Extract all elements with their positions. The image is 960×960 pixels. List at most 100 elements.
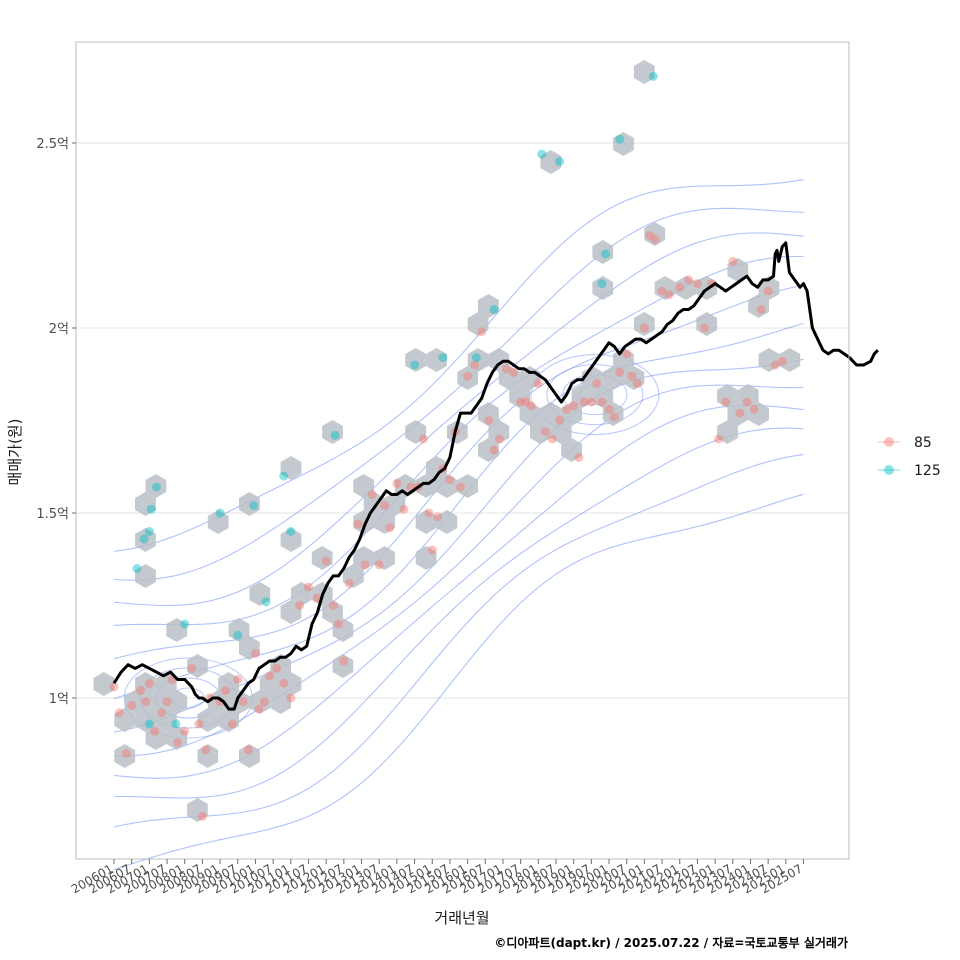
point-85 (742, 397, 752, 407)
hexbin-cell (145, 474, 167, 498)
point-85 (721, 397, 731, 407)
point-125 (215, 508, 225, 518)
point-85 (494, 434, 504, 444)
point-85 (684, 275, 694, 285)
point-85 (173, 737, 183, 747)
hexbin-cell (187, 654, 208, 678)
point-85 (489, 445, 499, 455)
point-85 (392, 478, 402, 488)
hexbin-cell (322, 420, 343, 444)
hexbin-cell (488, 348, 510, 372)
hexbin-cell (239, 492, 260, 516)
hexbin-cell (717, 384, 738, 408)
hexbin-cell (592, 384, 614, 408)
hexbin-cell (353, 546, 375, 570)
point-85 (735, 408, 745, 418)
hexbin-cell (498, 366, 520, 390)
hexbin-cell (540, 402, 562, 426)
point-85 (353, 519, 363, 529)
point-125 (537, 149, 547, 159)
point-125 (555, 157, 565, 166)
point-85 (445, 475, 455, 485)
hexbin-cell (727, 402, 749, 426)
point-85 (201, 745, 211, 755)
hexbin-cell (467, 348, 489, 372)
density-contour (113, 427, 804, 799)
hexbin-cell (727, 258, 749, 282)
hexbin-cell (155, 672, 177, 696)
legend-key-85 (884, 437, 894, 447)
point-85 (615, 367, 625, 377)
point-85 (484, 416, 494, 425)
point-85 (477, 327, 487, 337)
hexbin-cell (509, 384, 530, 408)
hexbin-cell (415, 546, 437, 570)
hexbin-cell (561, 402, 582, 426)
hexbin-cell (457, 474, 478, 498)
density-contour (113, 284, 804, 660)
hexbin-cell (779, 348, 801, 372)
point-85 (374, 560, 384, 570)
hexbin-cell (436, 474, 458, 498)
point-85 (279, 678, 289, 688)
point-125 (615, 134, 625, 144)
hexbin-cell (405, 420, 427, 444)
hexbin-cell (654, 276, 676, 300)
point-85 (456, 482, 466, 492)
density-contour (113, 207, 804, 581)
hexbin-cell (623, 366, 645, 390)
point-85 (463, 371, 473, 381)
hexbin-cell (249, 582, 271, 606)
point-85 (470, 360, 480, 370)
hexbin-cell (457, 366, 478, 390)
hexbin-cell (675, 276, 697, 300)
point-85 (770, 360, 780, 370)
hexbin-cell (166, 618, 188, 642)
point-125 (330, 430, 340, 440)
hexbin-cell (415, 510, 437, 534)
hexbin-cell (280, 600, 302, 624)
y-tick-label: 2.5억 (36, 137, 69, 152)
density-contour (113, 322, 804, 700)
point-85 (194, 719, 204, 729)
point-85 (521, 397, 531, 407)
hexbin-cell (405, 348, 427, 372)
hexbin-cell (322, 600, 343, 624)
point-85 (433, 512, 443, 522)
hexbin-cell (602, 402, 624, 426)
trend-line-layer (112, 241, 879, 711)
point-85 (109, 682, 119, 692)
point-85 (645, 231, 655, 240)
point-85 (714, 434, 724, 444)
hexbin-cell (488, 420, 510, 444)
hexbin-cell (426, 348, 447, 372)
hexbin-cell (353, 474, 375, 498)
hexbin-cell (114, 708, 136, 732)
hexbin-cell (197, 708, 219, 732)
hexbin-cell (280, 456, 302, 480)
point-85 (562, 404, 572, 414)
hexbin-cell (737, 384, 759, 408)
hexbin-cell (633, 312, 655, 336)
point-85 (586, 397, 596, 407)
scatter-points (109, 71, 787, 821)
hexbin-cell (436, 510, 458, 534)
point-85 (227, 719, 237, 729)
hexbin-cell (311, 546, 333, 570)
trend-line (112, 241, 879, 711)
y-tick-label: 1억 (49, 692, 69, 707)
hexbin-cell (135, 528, 156, 552)
gridlines (76, 142, 849, 699)
hexbin-cell (249, 690, 271, 714)
hexbin-cell (758, 348, 780, 372)
hexbin-cell (446, 420, 468, 444)
density-ring (530, 354, 660, 436)
hexbin-cell (155, 708, 177, 732)
point-85 (344, 578, 354, 588)
point-85 (632, 379, 642, 388)
point-85 (136, 686, 146, 696)
point-85 (728, 256, 738, 266)
point-85 (385, 523, 395, 533)
